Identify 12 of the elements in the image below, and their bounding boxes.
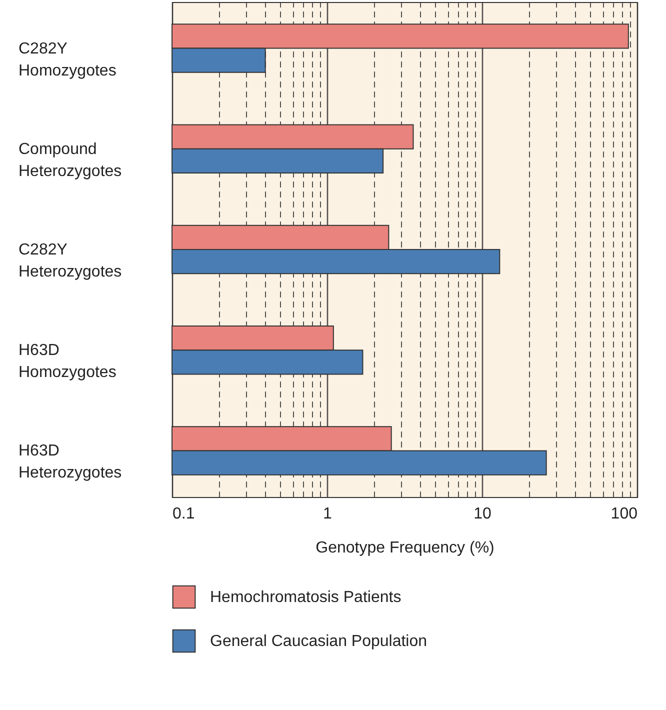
legend-label: Hemochromatosis Patients: [210, 589, 402, 606]
y-tick-label: Compound Heterozygotes: [18, 140, 122, 180]
y-tick-label: C282Y Heterozygotes: [18, 242, 122, 280]
x-axis-title: Genotype Frequency (%): [316, 540, 494, 556]
x-tick-label: 1: [323, 506, 332, 522]
y-tick-label: H63D Homozygotes: [18, 342, 116, 382]
x-tick-label: 100: [610, 506, 638, 522]
x-tick-label: 10: [474, 506, 492, 522]
y-tick-label: C282Y Homozygotes: [18, 40, 116, 80]
y-tick-label: H63D Heterozygotes: [18, 442, 122, 482]
legend-label: General Caucasian Population: [210, 633, 428, 650]
x-tick-label: 0.1: [172, 506, 195, 522]
